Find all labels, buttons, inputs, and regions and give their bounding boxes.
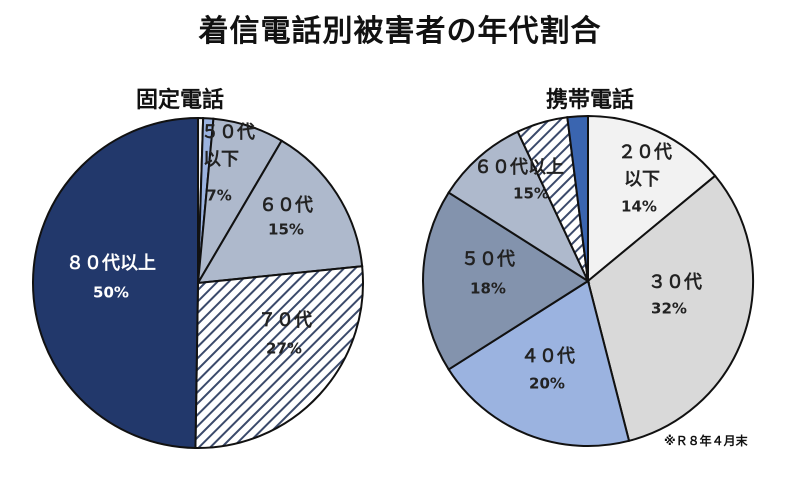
slice-label: ７０代 — [258, 310, 312, 331]
slice-label: ２０代 — [618, 142, 672, 163]
slice-label: ６０代以上 — [474, 157, 564, 178]
slice-label: ５０代 — [461, 249, 515, 270]
pie-slice — [194, 265, 364, 449]
pie-slice — [447, 279, 631, 447]
slice-label: ６０代 — [259, 195, 313, 216]
pie-slice — [447, 130, 591, 284]
pie-slice — [422, 191, 590, 371]
slice-label: 以下 — [624, 169, 660, 190]
slice-label: 18% — [470, 280, 506, 298]
slice-label: ３０代 — [648, 272, 702, 293]
slice-label: ５０代 — [201, 122, 255, 143]
slice-label: 15% — [268, 221, 304, 239]
pie-slice — [586, 174, 754, 443]
pie-slice — [587, 114, 717, 284]
slice-label: ８０代以上 — [66, 253, 156, 274]
pie-slice — [196, 139, 364, 285]
slice-label: 7% — [206, 187, 231, 205]
slice-label: 以下 — [203, 149, 239, 170]
slice-label: 20% — [529, 375, 565, 393]
slice-label: ４０代 — [521, 346, 575, 367]
landline-pie-title: 固定電話 — [136, 88, 225, 113]
slice-label: 27% — [266, 340, 302, 358]
slice-label: 50% — [93, 284, 129, 302]
slice-label: 15% — [513, 185, 549, 203]
mobile-pie-title: 携帯電話 — [546, 88, 635, 113]
pie-slice — [566, 114, 589, 282]
footnote: ※Ｒ８年４月末 — [664, 434, 748, 448]
pie-slice — [32, 116, 199, 449]
chart-title: 着信電話別被害者の年代割合 — [198, 14, 602, 49]
slice-label: 32% — [651, 300, 687, 318]
slice-label: 14% — [621, 198, 657, 216]
